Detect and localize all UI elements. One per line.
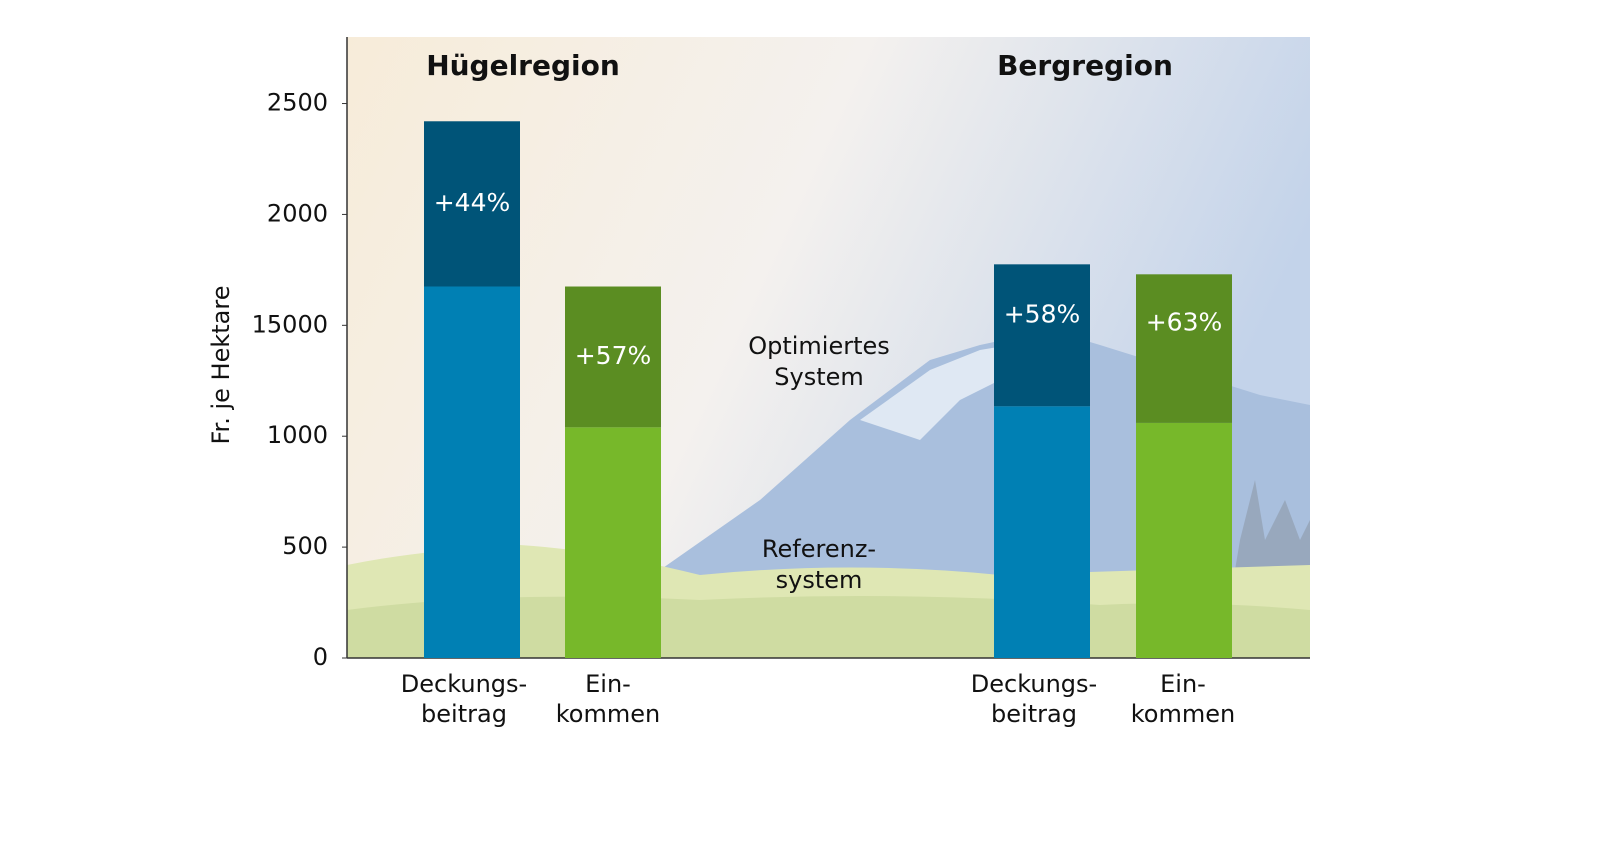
x-tick-label: Deckungs- <box>401 670 527 698</box>
x-tick-label: Deckungs- <box>971 670 1097 698</box>
increase-label: +58% <box>1004 299 1081 328</box>
y-tick-label: 1000 <box>267 421 328 449</box>
x-tick-label: kommen <box>556 700 660 728</box>
x-tick-label: beitrag <box>991 700 1077 728</box>
bar-segment <box>565 427 661 658</box>
x-tick-label: kommen <box>1131 700 1235 728</box>
series-label: System <box>774 363 864 391</box>
y-tick-label: 2000 <box>267 199 328 227</box>
x-tick-label: beitrag <box>421 700 507 728</box>
bar-segment <box>424 121 520 287</box>
y-axis-label: Fr. je Hektare <box>207 286 235 445</box>
y-tick-label: 500 <box>282 532 328 560</box>
series-label: system <box>776 566 863 594</box>
x-tick-label: Ein- <box>1160 670 1206 698</box>
y-tick-label: 0 <box>313 643 328 671</box>
increase-label: +57% <box>575 341 652 370</box>
bar-segment <box>994 264 1090 407</box>
group-title: Hügelregion <box>426 49 620 82</box>
y-tick-label: 2500 <box>267 89 328 117</box>
bar-segment <box>994 406 1090 658</box>
group-title: Bergregion <box>997 49 1173 82</box>
increase-label: +44% <box>434 188 511 217</box>
bar-segment <box>565 286 661 428</box>
bar-segment <box>1136 422 1232 658</box>
y-tick-label: 15000 <box>252 310 328 338</box>
x-tick-label: Ein- <box>585 670 631 698</box>
bar-segment <box>424 286 520 658</box>
series-label: Referenz- <box>762 535 876 563</box>
series-label: Optimiertes <box>748 332 890 360</box>
increase-label: +63% <box>1146 308 1223 337</box>
bar-segment <box>1136 274 1232 423</box>
